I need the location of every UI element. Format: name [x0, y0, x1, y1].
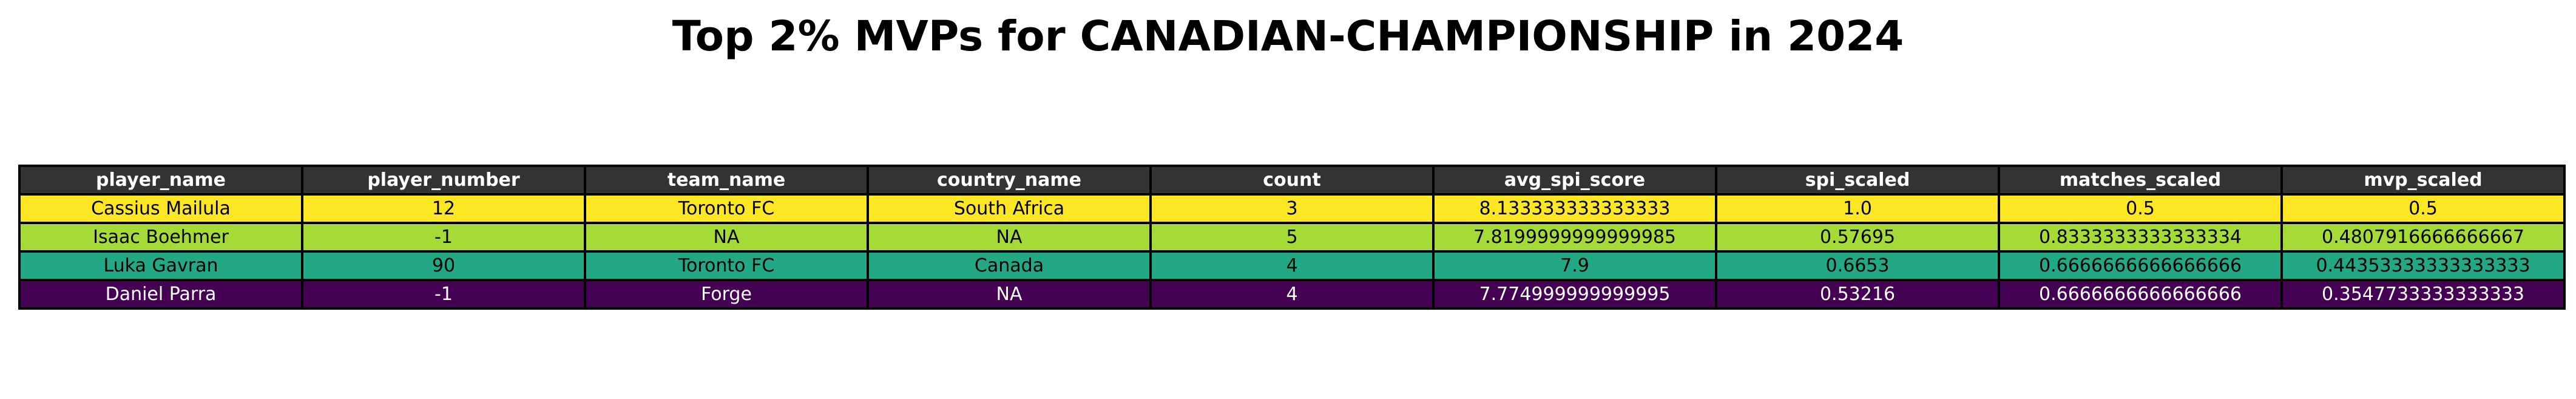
header-cell: player_number: [301, 165, 586, 196]
table-cell: 0.6666666666666666: [1998, 279, 2283, 310]
table-cell: 8.133333333333333: [1432, 193, 1717, 224]
table-cell: NA: [867, 279, 1152, 310]
table-cell: 3: [1149, 193, 1435, 224]
table-cell: 0.4807916666666667: [2280, 222, 2566, 253]
table-cell: 0.53216: [1715, 279, 2000, 310]
table-cell: Daniel Parra: [18, 279, 303, 310]
table-cell: Isaac Boehmer: [18, 222, 303, 253]
table-cell: 12: [301, 193, 586, 224]
table-cell: 0.57695: [1715, 222, 2000, 253]
table-cell: Forge: [584, 279, 869, 310]
table-cell: 0.6653: [1715, 250, 2000, 281]
table-cell: South Africa: [867, 193, 1152, 224]
table-cell: 0.5: [2280, 193, 2566, 224]
header-cell: matches_scaled: [1998, 165, 2283, 196]
table-cell: NA: [584, 222, 869, 253]
table-cell: 0.3547733333333333: [2280, 279, 2566, 310]
table-cell: 7.9: [1432, 250, 1717, 281]
table-cell: Toronto FC: [584, 193, 869, 224]
header-cell: country_name: [867, 165, 1152, 196]
table-cell: 0.44353333333333333: [2280, 250, 2566, 281]
table-cell: Toronto FC: [584, 250, 869, 281]
table-row: Cassius Mailula 12 Toronto FC South Afri…: [18, 193, 2566, 224]
table-cell: 0.6666666666666666: [1998, 250, 2283, 281]
table-row: Isaac Boehmer -1 NA NA 5 7.8199999999999…: [18, 222, 2566, 253]
table-cell: 90: [301, 250, 586, 281]
table-cell: -1: [301, 279, 586, 310]
header-row: player_name player_number team_name coun…: [18, 165, 2566, 196]
table-row: Luka Gavran 90 Toronto FC Canada 4 7.9 0…: [18, 250, 2566, 281]
header-cell: avg_spi_score: [1432, 165, 1717, 196]
table-cell: 0.5: [1998, 193, 2283, 224]
header-cell: team_name: [584, 165, 869, 196]
table-cell: NA: [867, 222, 1152, 253]
table-cell: Cassius Mailula: [18, 193, 303, 224]
table-cell: Canada: [867, 250, 1152, 281]
mvp-table: player_name player_number team_name coun…: [18, 165, 2566, 310]
table-cell: -1: [301, 222, 586, 253]
table-cell: 5: [1149, 222, 1435, 253]
header-cell: player_name: [18, 165, 303, 196]
chart-title: Top 2% MVPs for CANADIAN-CHAMPIONSHIP in…: [672, 12, 1904, 61]
table-cell: 4: [1149, 279, 1435, 310]
header-cell: mvp_scaled: [2280, 165, 2566, 196]
table-row: Daniel Parra -1 Forge NA 4 7.77499999999…: [18, 279, 2566, 310]
header-cell: spi_scaled: [1715, 165, 2000, 196]
table-cell: 0.8333333333333334: [1998, 222, 2283, 253]
table-cell: 4: [1149, 250, 1435, 281]
table-cell: 7.8199999999999985: [1432, 222, 1717, 253]
header-cell: count: [1149, 165, 1435, 196]
table-cell: 1.0: [1715, 193, 2000, 224]
table-cell: Luka Gavran: [18, 250, 303, 281]
table-cell: 7.774999999999995: [1432, 279, 1717, 310]
